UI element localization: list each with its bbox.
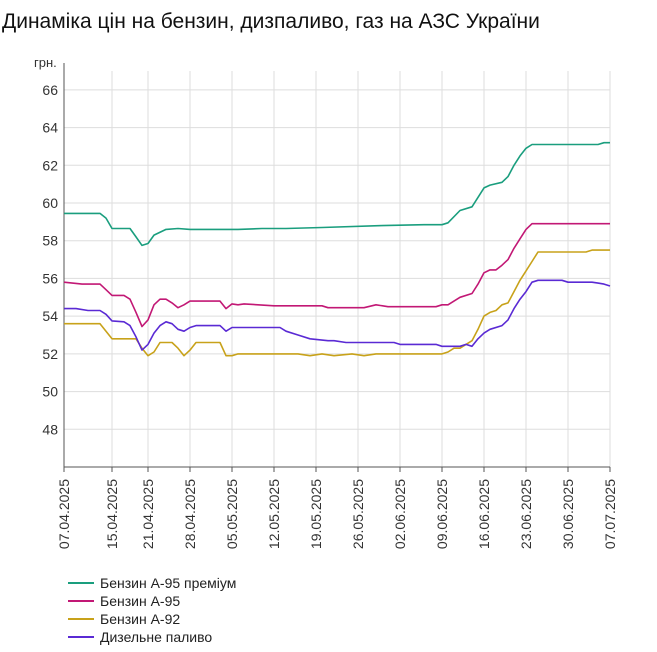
series-line-1 xyxy=(64,141,610,247)
x-tick-label: 02.06.2025 xyxy=(392,479,408,549)
y-tick-label: 52 xyxy=(42,346,58,362)
x-tick-label: 19.05.2025 xyxy=(308,479,324,549)
legend: Бензин А-95 преміум Бензин А-95 Бензин А-9… xyxy=(68,574,236,646)
legend-label: Бензин А-95 xyxy=(100,593,181,609)
y-tick-label: 60 xyxy=(42,195,58,211)
legend-swatch xyxy=(68,600,94,602)
series-line-4 xyxy=(64,279,611,351)
y-axis-label: грн. xyxy=(34,55,57,70)
y-tick-label: 66 xyxy=(42,82,58,98)
legend-label: Бензин А-92 xyxy=(100,611,181,627)
x-tick-label: 07.04.2025 xyxy=(56,479,72,549)
x-tick-label: 09.06.2025 xyxy=(434,479,450,549)
labels-layer: 48 50 52 54 56 58 60 62 64 66 07.04.2025 15.04.2025… xyxy=(34,55,618,549)
y-tick-label: 58 xyxy=(42,233,58,249)
x-tick-label: 21.04.2025 xyxy=(140,479,156,549)
y-tick-label: 54 xyxy=(42,308,58,324)
y-tick-label: 62 xyxy=(42,157,58,173)
x-tick-label: 12.05.2025 xyxy=(266,479,282,549)
legend-label: Дизельне паливо xyxy=(100,629,213,645)
legend-item: Дизельне паливо xyxy=(68,628,236,646)
legend-swatch xyxy=(68,636,94,638)
legend-swatch xyxy=(68,618,94,620)
legend-label: Бензин А-95 преміум xyxy=(100,575,237,591)
legend-item: Бензин А-92 xyxy=(68,610,236,628)
x-tick-label: 07.07.2025 xyxy=(602,479,618,549)
legend-swatch xyxy=(68,582,94,584)
chart-title: Динаміка цін на бензин, дизпаливо, газ н… xyxy=(2,10,540,33)
legend-item: Бензин А-95 xyxy=(68,592,236,610)
series-line-2 xyxy=(63,222,610,328)
x-tick-label: 30.06.2025 xyxy=(560,479,576,549)
y-tick-label: 48 xyxy=(42,421,58,437)
x-tick-label: 23.06.2025 xyxy=(518,479,534,549)
series-layer xyxy=(63,141,611,357)
series-line-3 xyxy=(64,249,610,357)
y-tick-label: 50 xyxy=(42,384,58,400)
legend-item: Бензин А-95 преміум xyxy=(68,574,236,592)
y-tick-label: 56 xyxy=(42,270,58,286)
x-tick-label: 15.04.2025 xyxy=(104,479,120,549)
x-tick-label: 05.05.2025 xyxy=(224,479,240,549)
axes-layer xyxy=(63,63,611,472)
y-tick-label: 64 xyxy=(42,120,58,136)
x-tick-label: 28.04.2025 xyxy=(182,479,198,549)
x-tick-label: 26.05.2025 xyxy=(350,479,366,549)
x-tick-label: 16.06.2025 xyxy=(476,479,492,549)
